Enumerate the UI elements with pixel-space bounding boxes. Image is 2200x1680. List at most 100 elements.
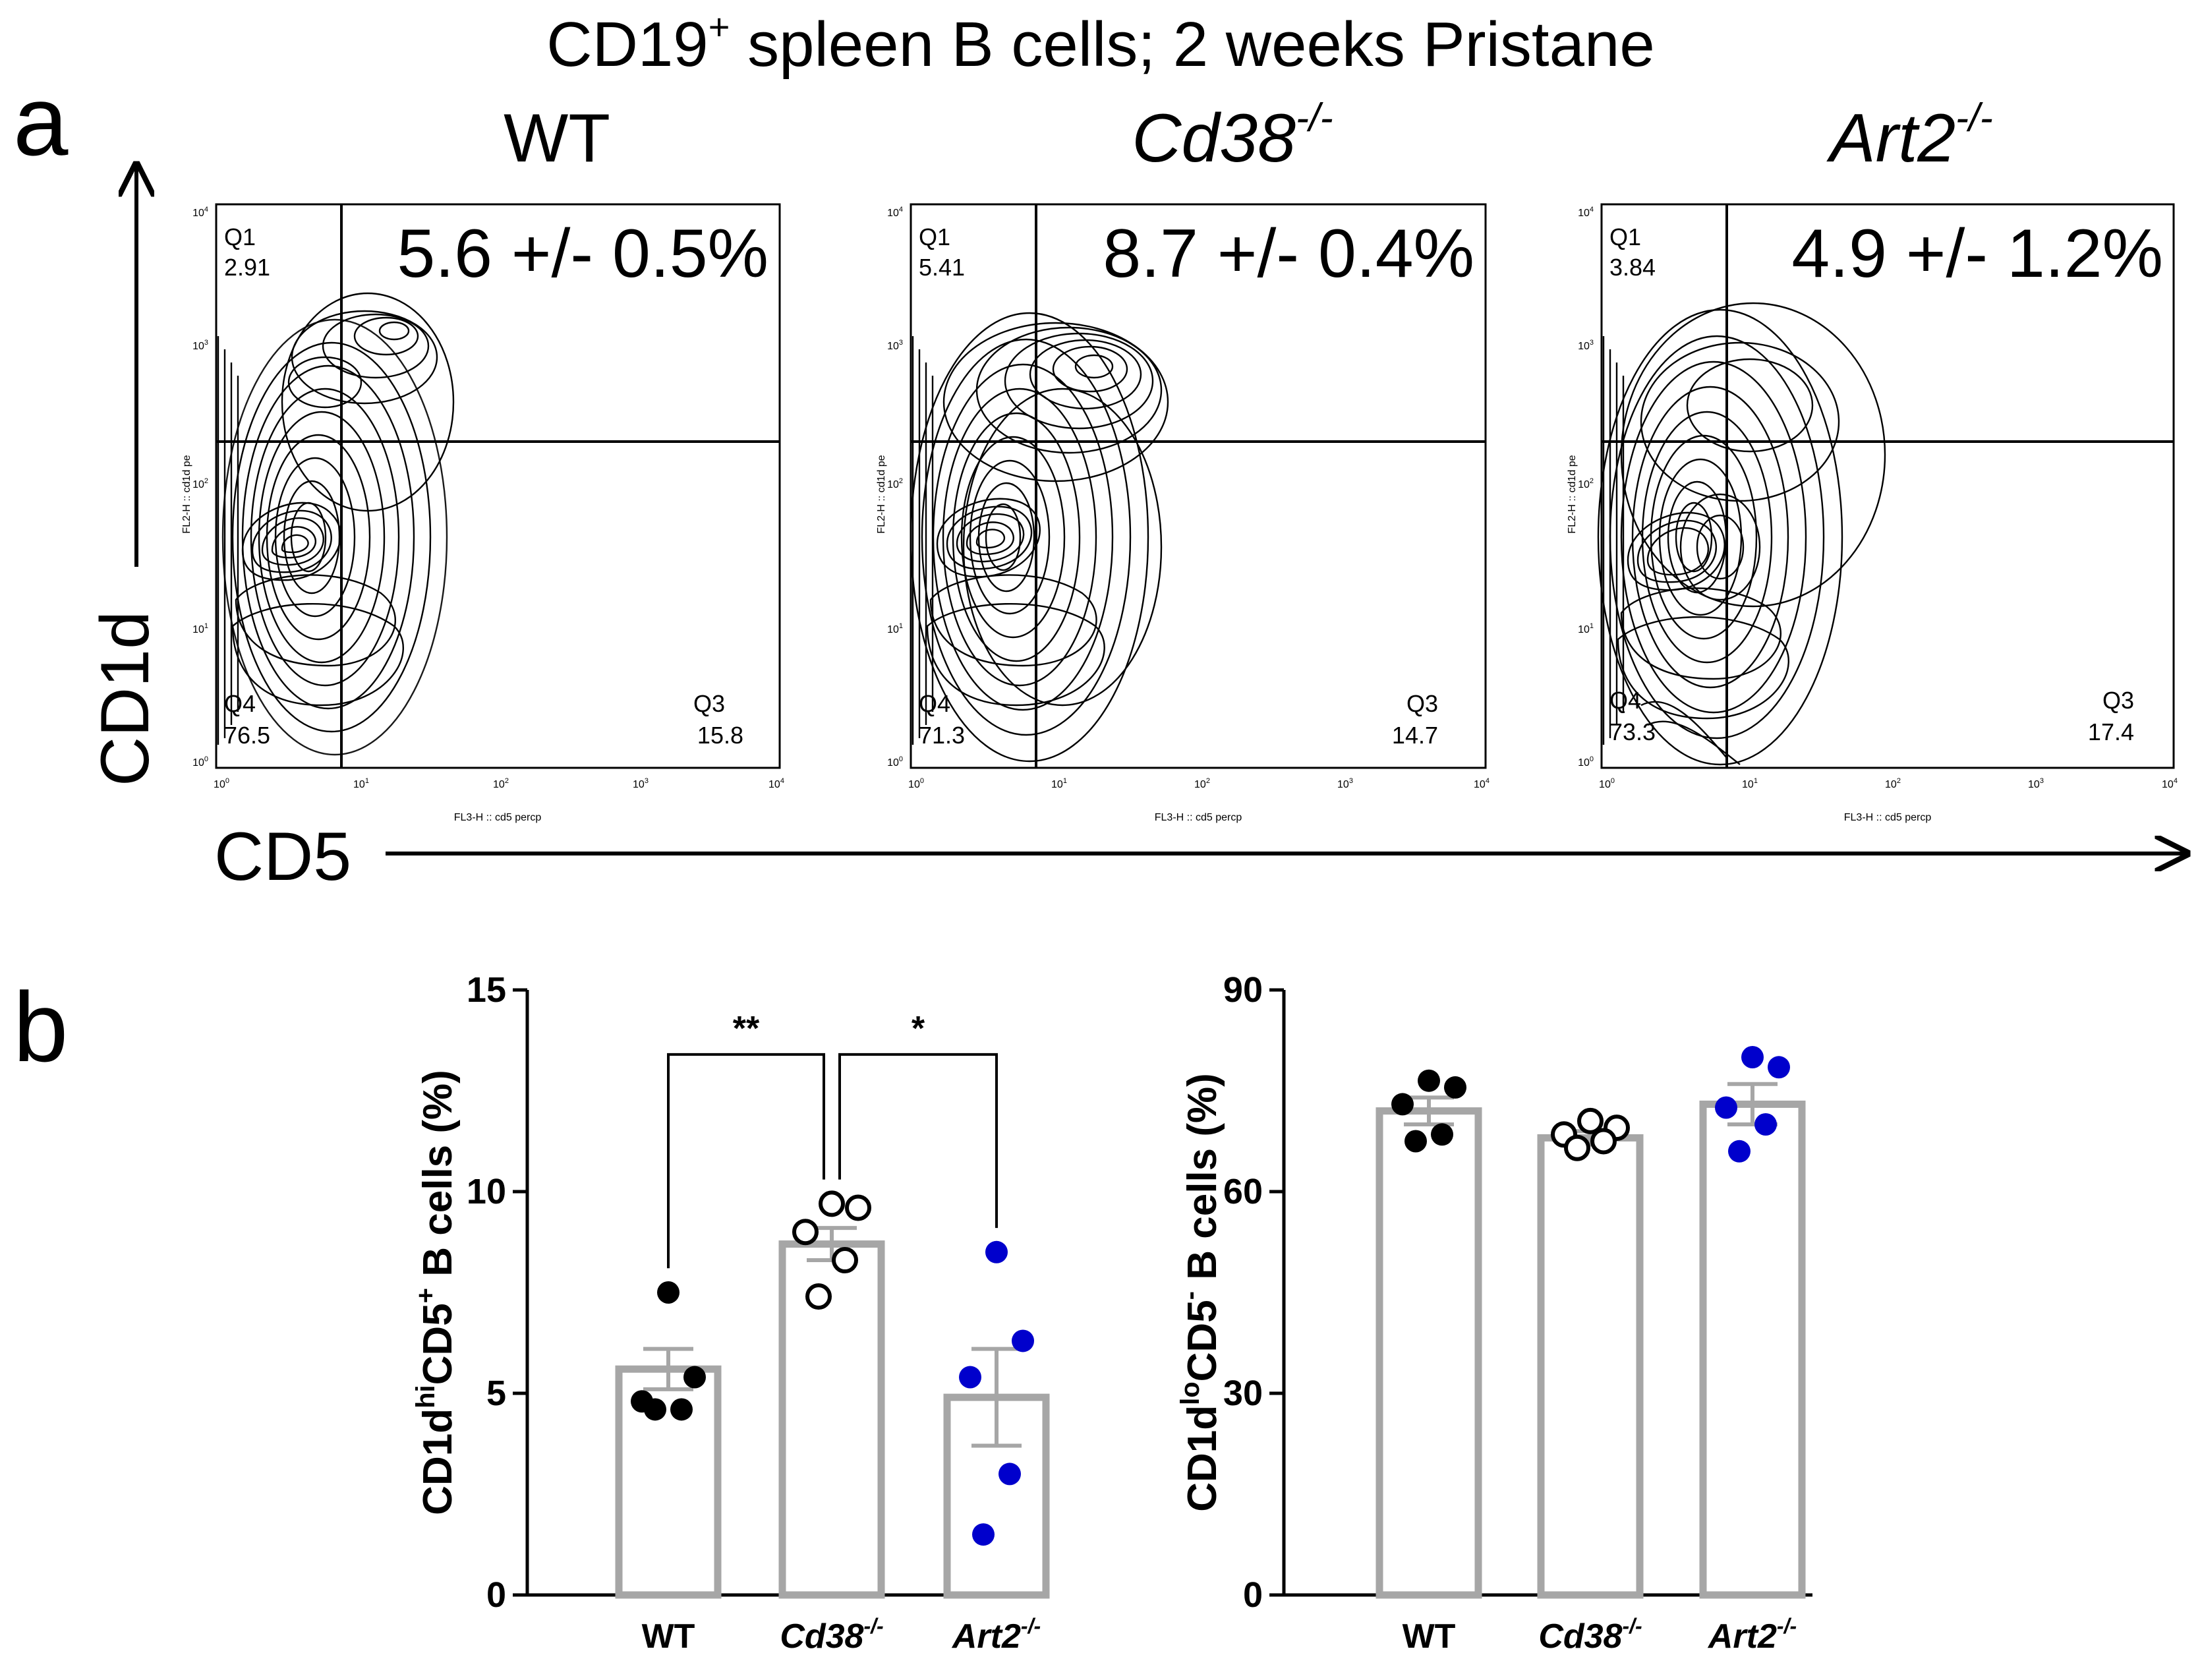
- data-point: [683, 1366, 706, 1389]
- svg-text:101: 101: [1742, 777, 1758, 790]
- y-tick-label: 0: [1243, 1575, 1263, 1615]
- q1-label: Q1: [224, 223, 256, 250]
- q1-value: 3.84: [1609, 254, 1656, 281]
- genotype-title-wt: WT: [504, 100, 610, 177]
- svg-text:103: 103: [1337, 777, 1353, 790]
- plot-frame: [910, 203, 1487, 769]
- svg-text:104: 104: [887, 206, 903, 219]
- x-channel-label: FL3-H :: cd5 percp: [454, 812, 542, 823]
- y-tick-label: 90: [1223, 970, 1263, 1010]
- y-axis-label: CD1dloCD5- B cells (%): [1176, 1073, 1225, 1512]
- data-point: [1431, 1123, 1453, 1146]
- data-point: [805, 1283, 832, 1310]
- data-point: [1404, 1130, 1427, 1153]
- svg-text:100: 100: [192, 755, 208, 768]
- plot-frame: [1600, 203, 2175, 769]
- data-point: [1444, 1076, 1466, 1099]
- genotype-title-art2: Art2-/-: [1826, 96, 1992, 177]
- q1-label: Q1: [919, 223, 950, 250]
- headline-percent: 5.6 +/- 0.5%: [397, 216, 768, 292]
- q3-label: Q3: [2102, 687, 2134, 714]
- bar: [1699, 1100, 1806, 1599]
- q3-value: 15.8: [697, 722, 743, 749]
- svg-text:103: 103: [2028, 777, 2044, 790]
- data-point: [1590, 1128, 1617, 1155]
- q4-label: Q4: [1609, 687, 1641, 714]
- bar: [1537, 1134, 1644, 1599]
- x-channel-label: FL3-H :: cd5 percp: [1155, 812, 1242, 823]
- q3-value: 14.7: [1392, 722, 1438, 749]
- q3-label: Q3: [693, 690, 725, 717]
- bar-chart-cd1dlo-cd5neg: 0 30 60 90 CD1dloCD5- B cells (%) WT Cd38-/- Ar…: [1176, 970, 1812, 1656]
- data-point: [1391, 1093, 1414, 1116]
- data-point: [1754, 1113, 1777, 1136]
- y-channel-label: FL2-H :: cd1d pe: [876, 455, 887, 533]
- data-point: [1768, 1056, 1790, 1079]
- bar: [1375, 1107, 1482, 1599]
- data-point: [959, 1366, 981, 1389]
- x-tick-label: Art2-/-: [1707, 1614, 1797, 1656]
- svg-text:102: 102: [493, 777, 509, 790]
- y-ticks: 100 101 102 103 104: [1578, 206, 1594, 768]
- contour-density: [221, 292, 455, 756]
- x-tick-label: WT: [642, 1617, 695, 1656]
- svg-text:104: 104: [2162, 777, 2178, 790]
- y-tick-label: 5: [486, 1374, 506, 1413]
- data-point: [644, 1398, 666, 1421]
- y-tick-label: 0: [486, 1575, 506, 1615]
- data-point: [972, 1523, 995, 1546]
- data-point: [1564, 1134, 1590, 1161]
- contour-core: [1602, 336, 1789, 765]
- q3-value: 17.4: [2088, 718, 2134, 745]
- cd5-axis-label: CD5: [214, 819, 351, 895]
- data-point: [792, 1219, 819, 1246]
- svg-text:101: 101: [887, 622, 903, 635]
- significance-bracket: [667, 1053, 825, 1269]
- data-point: [985, 1240, 1008, 1263]
- q1-value: 5.41: [919, 254, 965, 281]
- svg-text:100: 100: [1578, 755, 1594, 768]
- svg-text:100: 100: [214, 777, 229, 790]
- svg-text:102: 102: [192, 477, 208, 490]
- svg-text:100: 100: [887, 755, 903, 768]
- data-point: [657, 1281, 680, 1304]
- svg-text:101: 101: [353, 777, 369, 790]
- flow-plot-wt: Q1 2.91 5.6 +/- 0.5% Q4 76.5 Q3 15.8 100…: [181, 203, 784, 823]
- bar: [778, 1240, 885, 1599]
- svg-text:104: 104: [768, 777, 784, 790]
- svg-text:101: 101: [1578, 622, 1594, 635]
- q3-label: Q3: [1406, 690, 1438, 717]
- panel-b-label: b: [13, 971, 68, 1082]
- svg-text:104: 104: [1474, 777, 1490, 790]
- data-point: [819, 1190, 845, 1217]
- y-channel-label: FL2-H :: cd1d pe: [1567, 455, 1578, 533]
- y-tick-label: 60: [1223, 1172, 1263, 1211]
- q4-value: 71.3: [919, 722, 965, 749]
- svg-text:103: 103: [633, 777, 649, 790]
- cd1d-axis-label: CD1d: [87, 611, 163, 786]
- flow-plot-cd38: Q1 5.41 8.7 +/- 0.4% Q4 71.3 Q3 14.7 100…: [876, 203, 1490, 823]
- svg-text:101: 101: [1051, 777, 1067, 790]
- svg-text:102: 102: [1578, 477, 1594, 490]
- contour-density: [1597, 302, 1886, 766]
- x-tick-label: Cd38-/-: [1538, 1614, 1642, 1656]
- significance-label: **: [733, 1010, 760, 1048]
- svg-text:104: 104: [1578, 206, 1594, 219]
- x-ticks: 100 101 102 103 104: [1599, 777, 2178, 790]
- panel-a-label: a: [13, 65, 69, 176]
- headline-percent: 4.9 +/- 1.2%: [1791, 216, 2163, 292]
- svg-text:103: 103: [887, 339, 903, 352]
- q4-value: 73.3: [1609, 718, 1656, 745]
- q4-label: Q4: [919, 690, 950, 717]
- x-channel-label: FL3-H :: cd5 percp: [1844, 812, 1932, 823]
- y-tick-label: 15: [467, 970, 506, 1010]
- svg-text:102: 102: [887, 477, 903, 490]
- data-point: [670, 1398, 693, 1421]
- significance-bracket: [838, 1053, 998, 1229]
- x-tick-label: WT: [1403, 1617, 1456, 1656]
- y-channel-label: FL2-H :: cd1d pe: [181, 455, 192, 533]
- q1-value: 2.91: [224, 254, 270, 281]
- data-point: [1715, 1096, 1737, 1119]
- contour-core: [217, 336, 404, 745]
